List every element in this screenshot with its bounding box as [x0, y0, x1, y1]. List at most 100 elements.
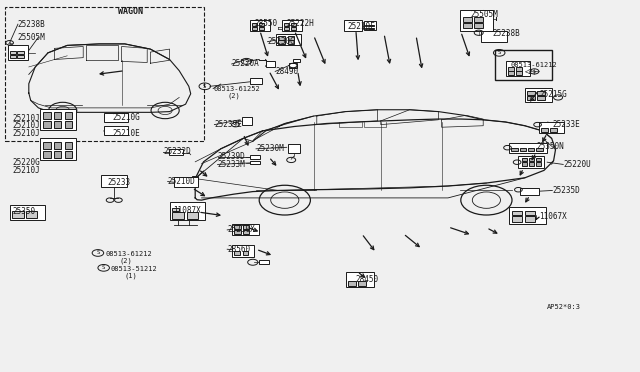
Bar [293, 59, 300, 62]
Bar [43, 112, 51, 119]
Bar [529, 158, 534, 161]
Bar [529, 162, 534, 166]
Text: 25230G: 25230G [268, 37, 295, 46]
Text: (1): (1) [125, 273, 138, 279]
Text: 25210E: 25210E [112, 129, 140, 138]
Bar [536, 158, 541, 161]
Bar [250, 155, 260, 159]
Bar [284, 27, 289, 30]
Bar [278, 36, 285, 40]
Bar [346, 272, 374, 287]
Bar [40, 109, 76, 130]
Bar [508, 71, 514, 75]
Bar [516, 67, 522, 71]
Bar [43, 151, 51, 158]
Text: 25210F: 25210F [348, 22, 375, 31]
Bar [537, 96, 545, 100]
Bar [522, 158, 527, 161]
Text: 25238B: 25238B [18, 20, 45, 29]
Bar [368, 25, 371, 26]
Bar [527, 96, 535, 100]
Bar [250, 78, 262, 84]
Bar [12, 211, 24, 218]
Text: 25239D: 25239D [218, 153, 245, 161]
Bar [101, 175, 127, 187]
Bar [5, 7, 204, 141]
Bar [104, 126, 128, 135]
Bar [250, 161, 260, 164]
Bar [54, 151, 61, 158]
Text: 25232D: 25232D [163, 147, 191, 156]
Bar [43, 121, 51, 128]
Bar [528, 148, 534, 151]
Bar [365, 25, 367, 26]
Bar [506, 61, 530, 76]
Text: 25210G: 25210G [112, 113, 140, 122]
Bar [65, 142, 72, 149]
Bar [282, 20, 302, 31]
Bar [172, 208, 179, 211]
Bar [242, 117, 252, 125]
Bar [358, 281, 366, 286]
Text: 25220A: 25220A [232, 60, 259, 68]
Text: 25210J: 25210J [13, 129, 40, 138]
Text: S: S [102, 265, 106, 270]
Bar [10, 205, 45, 220]
Bar [266, 61, 275, 67]
Text: AP52*0:3: AP52*0:3 [547, 304, 581, 310]
Bar [541, 128, 548, 132]
Text: 25210X: 25210X [227, 225, 255, 234]
Bar [54, 112, 61, 119]
Bar [525, 216, 535, 222]
Bar [371, 28, 374, 29]
Bar [481, 31, 507, 42]
Text: 25505M: 25505M [470, 10, 498, 19]
Bar [509, 143, 547, 153]
Bar [54, 142, 61, 149]
Bar [54, 121, 61, 128]
Bar [243, 230, 249, 234]
Bar [518, 156, 544, 168]
Bar [537, 91, 545, 95]
Bar [291, 27, 296, 30]
Text: 08513-61212: 08513-61212 [510, 62, 557, 68]
Bar [536, 162, 541, 166]
Bar [65, 112, 72, 119]
Bar [288, 144, 300, 153]
Bar [243, 225, 249, 229]
Bar [525, 211, 535, 215]
Bar [40, 138, 76, 160]
Text: 25230M: 25230M [256, 144, 284, 153]
Bar [539, 122, 564, 133]
Bar [278, 40, 285, 44]
Bar [250, 20, 270, 31]
Bar [348, 281, 356, 286]
Bar [252, 23, 257, 26]
Bar [474, 17, 483, 22]
Bar [371, 25, 374, 26]
Text: 25233E: 25233E [552, 120, 580, 129]
Text: 25238B: 25238B [493, 29, 520, 38]
Bar [344, 20, 362, 31]
Bar [289, 63, 297, 68]
Text: 25210J: 25210J [13, 121, 40, 130]
Bar [65, 121, 72, 128]
Bar [508, 67, 514, 71]
Text: 25220G: 25220G [13, 158, 40, 167]
Text: 25505M: 25505M [18, 33, 45, 42]
Text: 28490: 28490 [275, 67, 298, 76]
Bar [26, 211, 37, 218]
Bar [243, 251, 248, 255]
Text: 08513-61212: 08513-61212 [106, 251, 152, 257]
Text: 11087X: 11087X [173, 206, 200, 215]
Bar [232, 245, 254, 257]
Bar [17, 51, 24, 54]
Bar [463, 17, 472, 22]
Text: (2): (2) [227, 93, 240, 99]
Text: (2): (2) [120, 258, 132, 264]
Bar [187, 212, 198, 219]
Text: 08513-51212: 08513-51212 [111, 266, 157, 272]
Bar [525, 88, 552, 102]
Bar [288, 40, 294, 44]
Bar [536, 148, 543, 151]
